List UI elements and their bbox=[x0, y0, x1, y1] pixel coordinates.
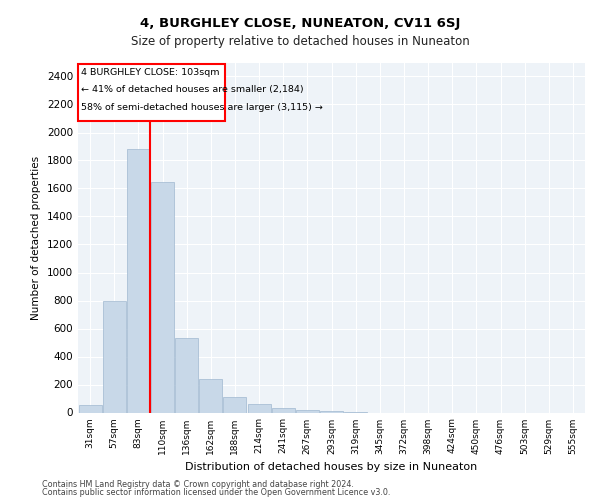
Text: 4, BURGHLEY CLOSE, NUNEATON, CV11 6SJ: 4, BURGHLEY CLOSE, NUNEATON, CV11 6SJ bbox=[140, 18, 460, 30]
Text: Contains public sector information licensed under the Open Government Licence v3: Contains public sector information licen… bbox=[42, 488, 391, 497]
Bar bbox=[296, 410, 319, 412]
Bar bbox=[175, 338, 198, 412]
Bar bbox=[248, 404, 271, 412]
Bar bbox=[199, 378, 222, 412]
Bar bbox=[79, 405, 101, 412]
Bar bbox=[103, 300, 125, 412]
Text: Size of property relative to detached houses in Nuneaton: Size of property relative to detached ho… bbox=[131, 35, 469, 48]
Text: 58% of semi-detached houses are larger (3,115) →: 58% of semi-detached houses are larger (… bbox=[82, 103, 323, 112]
X-axis label: Distribution of detached houses by size in Nuneaton: Distribution of detached houses by size … bbox=[185, 462, 478, 472]
Text: 4 BURGHLEY CLOSE: 103sqm: 4 BURGHLEY CLOSE: 103sqm bbox=[82, 68, 220, 77]
Bar bbox=[272, 408, 295, 412]
Y-axis label: Number of detached properties: Number of detached properties bbox=[31, 156, 41, 320]
Bar bbox=[127, 150, 150, 412]
Bar bbox=[223, 397, 247, 412]
Bar bbox=[151, 182, 174, 412]
Text: ← 41% of detached houses are smaller (2,184): ← 41% of detached houses are smaller (2,… bbox=[82, 85, 304, 94]
FancyBboxPatch shape bbox=[79, 64, 225, 120]
Text: Contains HM Land Registry data © Crown copyright and database right 2024.: Contains HM Land Registry data © Crown c… bbox=[42, 480, 354, 489]
